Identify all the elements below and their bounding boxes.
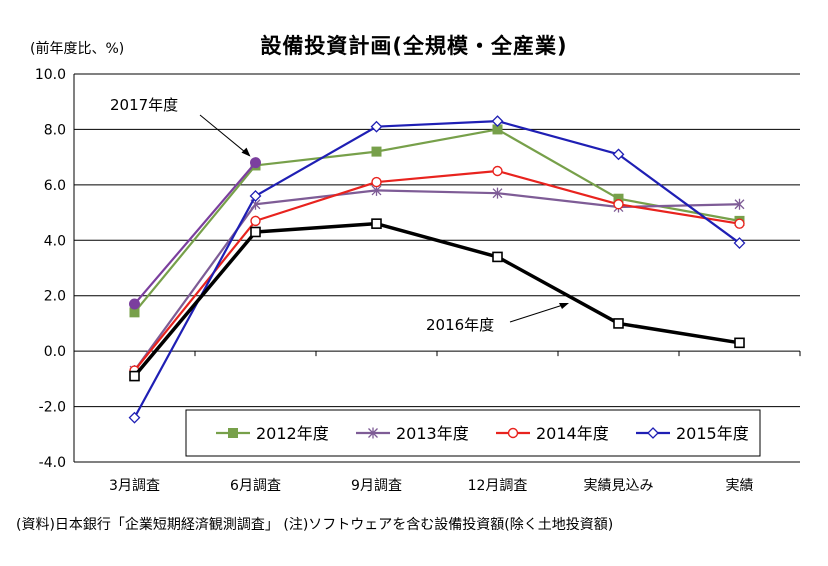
data-point	[371, 218, 382, 229]
data-point	[371, 176, 382, 188]
x-tick-label: 12月調査	[468, 478, 528, 494]
series-line	[133, 189, 740, 372]
annotation-2017: 2017年度	[110, 96, 178, 114]
data-point	[250, 226, 261, 238]
series-2016年度	[129, 218, 745, 382]
chart-title: 設備投資計画(全規模・全産業)	[260, 34, 568, 58]
series-line	[133, 128, 740, 314]
legend-item: 2014年度	[496, 424, 609, 443]
data-point	[492, 251, 503, 263]
data-point	[492, 187, 503, 199]
data-point	[734, 198, 745, 210]
data-point	[491, 115, 504, 128]
data-point	[507, 427, 519, 439]
y-tick-label: 10.0	[35, 67, 66, 83]
series-layer	[128, 115, 746, 424]
legend-label: 2012年度	[256, 424, 329, 443]
y-tick-label: 0.0	[44, 344, 66, 360]
series-2013年度	[129, 184, 745, 377]
data-point	[734, 218, 745, 229]
legend-item: 2015年度	[636, 424, 749, 443]
data-point	[734, 337, 745, 349]
data-point	[371, 146, 382, 157]
data-point	[613, 318, 624, 329]
data-point	[613, 199, 624, 210]
data-point	[250, 215, 261, 227]
series-line	[133, 169, 740, 372]
data-point	[370, 120, 383, 133]
legend-item: 2013年度	[356, 424, 469, 443]
series-2012年度	[129, 124, 745, 318]
axis-layer: 10.0 8.0 6.0 4.0 2.0 0.0 -2.0 -4.0 3月調査 6月調査 9月調査 1…	[35, 67, 801, 494]
annotation-arrow-2017	[199, 114, 250, 157]
series-line	[133, 221, 740, 378]
annotation-2016: 2016年度	[426, 316, 494, 334]
annotation-layer: 2017年度 2016年度	[110, 96, 569, 334]
legend-item: 2012年度	[216, 424, 329, 443]
x-tick-label: 9月調査	[351, 478, 402, 494]
data-point	[128, 411, 141, 424]
legend-label: 2015年度	[676, 424, 749, 443]
data-point	[129, 370, 140, 382]
legend: 2012年度 2013年度 2014年度 2015年度	[185, 409, 761, 457]
y-tick-label: 6.0	[44, 178, 66, 194]
data-point	[228, 428, 238, 438]
x-tick-label: 6月調査	[230, 478, 281, 494]
y-tick-label: 2.0	[44, 289, 66, 305]
data-point	[492, 165, 503, 177]
x-tick-label: 実績見込み	[584, 478, 654, 494]
series-line	[133, 161, 257, 305]
x-tick-label: 3月調査	[109, 478, 160, 494]
arrowhead	[241, 147, 251, 157]
legend-label: 2013年度	[396, 424, 469, 443]
data-point	[249, 190, 262, 202]
data-point	[612, 148, 625, 161]
data-point	[250, 157, 261, 169]
series-line	[133, 120, 741, 419]
arrowhead	[559, 303, 569, 309]
legend-label: 2014年度	[536, 424, 609, 443]
y-tick-label: 4.0	[44, 233, 66, 249]
data-point	[368, 427, 378, 439]
x-tick-label: 実績	[726, 478, 754, 494]
y-tick-label: -4.0	[39, 455, 66, 471]
series-2015年度	[128, 115, 746, 424]
annotation-arrow-2016	[509, 303, 567, 323]
source-footnote: (資料)日本銀行「企業短期経済観測調査」 (注)ソフトウェアを含む設備投資額(除…	[16, 517, 614, 533]
series-2017年度	[129, 157, 261, 310]
y-axis-unit-label: (前年度比、%)	[30, 41, 125, 57]
data-point	[647, 427, 659, 439]
y-tick-label: -2.0	[39, 400, 66, 416]
y-tick-label: 8.0	[44, 122, 66, 138]
data-point	[733, 237, 746, 249]
data-point	[129, 298, 140, 310]
